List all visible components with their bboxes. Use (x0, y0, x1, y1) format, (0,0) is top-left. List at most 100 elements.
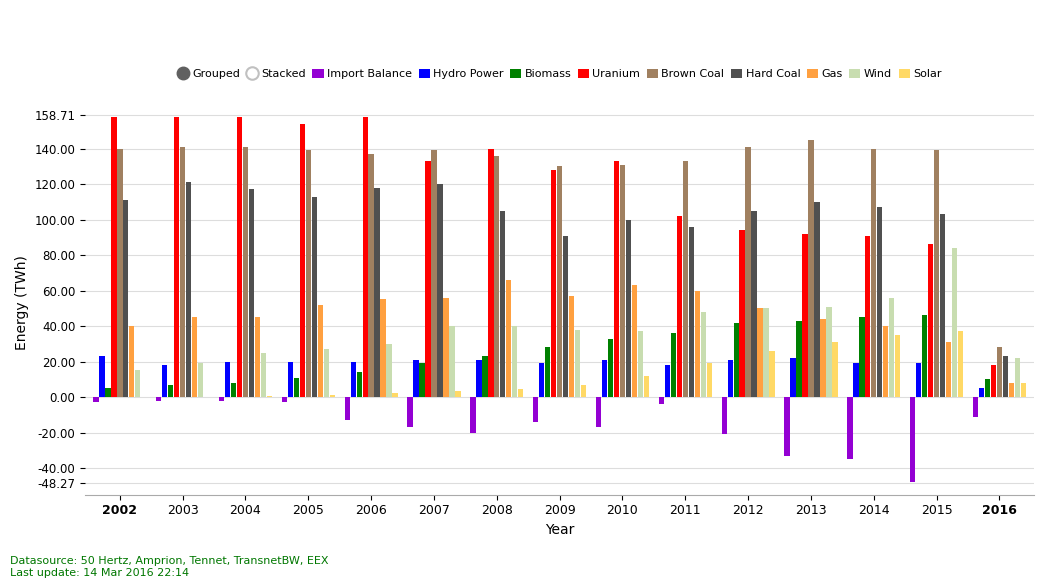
Bar (575, 329, 580, 397)
Bar (991, 365, 997, 397)
Bar (111, 117, 116, 397)
Bar (688, 227, 694, 397)
Bar (407, 397, 412, 427)
Bar (694, 290, 700, 397)
Bar (135, 371, 141, 397)
Bar (922, 315, 927, 397)
Bar (282, 397, 287, 403)
Bar (809, 140, 814, 397)
Bar (757, 309, 763, 397)
Bar (972, 397, 979, 417)
Y-axis label: Energy (TWh): Energy (TWh) (15, 254, 29, 350)
Bar (368, 154, 373, 397)
Bar (425, 161, 431, 397)
Bar (123, 200, 128, 397)
Bar (180, 147, 186, 397)
Bar (533, 397, 538, 422)
Bar (374, 188, 380, 397)
Bar (626, 220, 631, 397)
Bar (746, 147, 751, 397)
Bar (596, 397, 601, 427)
Bar (859, 317, 864, 397)
Bar (602, 360, 607, 397)
Bar (785, 397, 790, 456)
Bar (470, 397, 475, 433)
Bar (476, 360, 481, 397)
X-axis label: Year: Year (544, 523, 574, 537)
Bar (255, 317, 260, 397)
Legend: Grouped, Stacked, Import Balance, Hydro Power, Biomass, Uranium, Brown Coal, Har: Grouped, Stacked, Import Balance, Hydro … (177, 69, 942, 80)
Bar (670, 333, 676, 397)
Bar (895, 335, 900, 397)
Bar (392, 393, 398, 397)
Bar (985, 379, 990, 397)
Bar (345, 397, 350, 420)
Bar (769, 351, 774, 397)
Bar (381, 299, 386, 397)
Bar (997, 347, 1002, 397)
Bar (506, 280, 512, 397)
Bar (563, 236, 569, 397)
Bar (631, 285, 637, 397)
Bar (951, 248, 957, 397)
Bar (431, 150, 436, 397)
Bar (620, 164, 625, 397)
Bar (928, 245, 934, 397)
Text: Datasource: 50 Hertz, Amprion, Tennet, TransnetBW, EEX
Last update: 14 Mar 2016 : Datasource: 50 Hertz, Amprion, Tennet, T… (10, 557, 329, 578)
Bar (512, 326, 517, 397)
Bar (790, 358, 796, 397)
Bar (455, 391, 461, 397)
Bar (129, 326, 134, 397)
Bar (796, 321, 801, 397)
Bar (117, 149, 123, 397)
Bar (231, 383, 236, 397)
Bar (916, 363, 921, 397)
Bar (707, 363, 712, 397)
Bar (1009, 383, 1014, 397)
Bar (420, 363, 425, 397)
Bar (100, 356, 105, 397)
Bar (483, 356, 488, 397)
Bar (305, 150, 311, 397)
Bar (237, 117, 242, 397)
Bar (581, 385, 586, 397)
Bar (934, 150, 939, 397)
Bar (889, 297, 895, 397)
Bar (871, 149, 877, 397)
Bar (198, 363, 204, 397)
Bar (224, 361, 231, 397)
Bar (883, 326, 889, 397)
Bar (979, 388, 984, 397)
Bar (827, 307, 832, 397)
Bar (733, 322, 738, 397)
Bar (318, 305, 323, 397)
Bar (300, 124, 305, 397)
Bar (814, 202, 819, 397)
Bar (186, 182, 191, 397)
Bar (545, 347, 551, 397)
Bar (168, 385, 173, 397)
Bar (820, 319, 826, 397)
Bar (614, 161, 619, 397)
Bar (644, 376, 649, 397)
Bar (444, 297, 449, 397)
Bar (350, 361, 356, 397)
Bar (683, 161, 688, 397)
Bar (877, 207, 882, 397)
Bar (312, 196, 317, 397)
Bar (105, 388, 110, 397)
Bar (677, 216, 682, 397)
Bar (329, 394, 335, 397)
Bar (848, 397, 853, 459)
Bar (1003, 356, 1008, 397)
Bar (832, 342, 837, 397)
Bar (386, 344, 391, 397)
Bar (946, 342, 951, 397)
Bar (294, 378, 299, 397)
Bar (449, 326, 454, 397)
Bar (607, 339, 614, 397)
Bar (751, 211, 756, 397)
Bar (764, 309, 769, 397)
Bar (363, 117, 368, 397)
Bar (911, 397, 916, 482)
